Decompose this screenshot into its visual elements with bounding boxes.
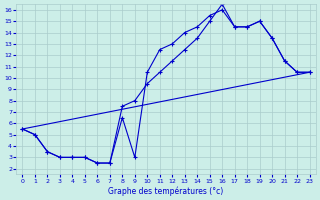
X-axis label: Graphe des températures (°c): Graphe des températures (°c) xyxy=(108,186,224,196)
